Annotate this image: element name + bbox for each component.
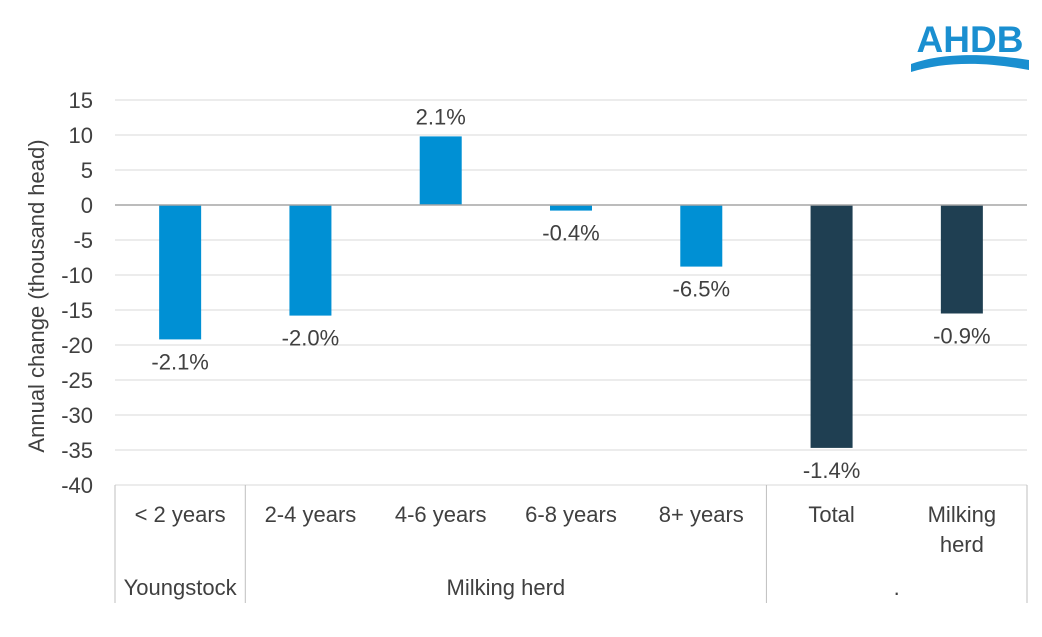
bar xyxy=(940,205,983,314)
y-tick-label: -25 xyxy=(61,368,93,393)
bar xyxy=(419,136,462,205)
data-label: -0.4% xyxy=(542,221,599,246)
x-tick-label: Milking xyxy=(928,502,996,527)
x-tick-label: 4-6 years xyxy=(395,502,487,527)
bar xyxy=(680,205,723,267)
bar xyxy=(550,205,592,211)
x-tick-label: 2-4 years xyxy=(265,502,357,527)
ahdb-logo: AHDB xyxy=(911,19,1029,72)
y-tick-label: -30 xyxy=(61,403,93,428)
y-tick-label: -40 xyxy=(61,473,93,498)
y-tick-label: 0 xyxy=(81,193,93,218)
x-tick-label: < 2 years xyxy=(135,502,226,527)
group-label: . xyxy=(894,575,900,600)
data-label: 2.1% xyxy=(416,104,466,129)
gridlines xyxy=(115,99,1027,486)
y-tick-label: 10 xyxy=(69,123,93,148)
bar xyxy=(810,205,853,448)
data-label: -6.5% xyxy=(673,277,730,302)
logo-text: AHDB xyxy=(917,19,1024,60)
y-tick-label: -35 xyxy=(61,438,93,463)
bars xyxy=(159,136,983,448)
group-label: Youngstock xyxy=(124,575,238,600)
data-label: -2.0% xyxy=(282,326,339,351)
y-tick-label: -5 xyxy=(73,228,93,253)
data-label: -2.1% xyxy=(151,349,208,374)
logo-wave-icon xyxy=(911,55,1029,72)
y-tick-label: -15 xyxy=(61,298,93,323)
x-tick-label: Total xyxy=(808,502,854,527)
x-tick-label: 6-8 years xyxy=(525,502,617,527)
data-labels: -2.1% -2.0% 2.1% -0.4% -6.5% -1.4% -0.9% xyxy=(151,104,990,483)
y-tick-label: 15 xyxy=(69,88,93,113)
y-axis-label: Annual change (thousand head) xyxy=(24,139,49,452)
data-label: -1.4% xyxy=(803,458,860,483)
x-axis: < 2 years 2-4 years 4-6 years 6-8 years 8+ y… xyxy=(114,204,1028,603)
bar xyxy=(159,205,202,340)
bar xyxy=(289,205,332,316)
y-tick-label: 5 xyxy=(81,158,93,183)
y-tick-label: -10 xyxy=(61,263,93,288)
x-tick-label: 8+ years xyxy=(659,502,744,527)
x-tick-label: herd xyxy=(940,532,984,557)
group-label: Milking herd xyxy=(447,575,566,600)
y-tick-label: -20 xyxy=(61,333,93,358)
y-axis-ticks: -40 -35 -30 -25 -20 -15 -10 -5 0 5 10 15 xyxy=(61,88,93,498)
data-label: -0.9% xyxy=(933,324,990,349)
